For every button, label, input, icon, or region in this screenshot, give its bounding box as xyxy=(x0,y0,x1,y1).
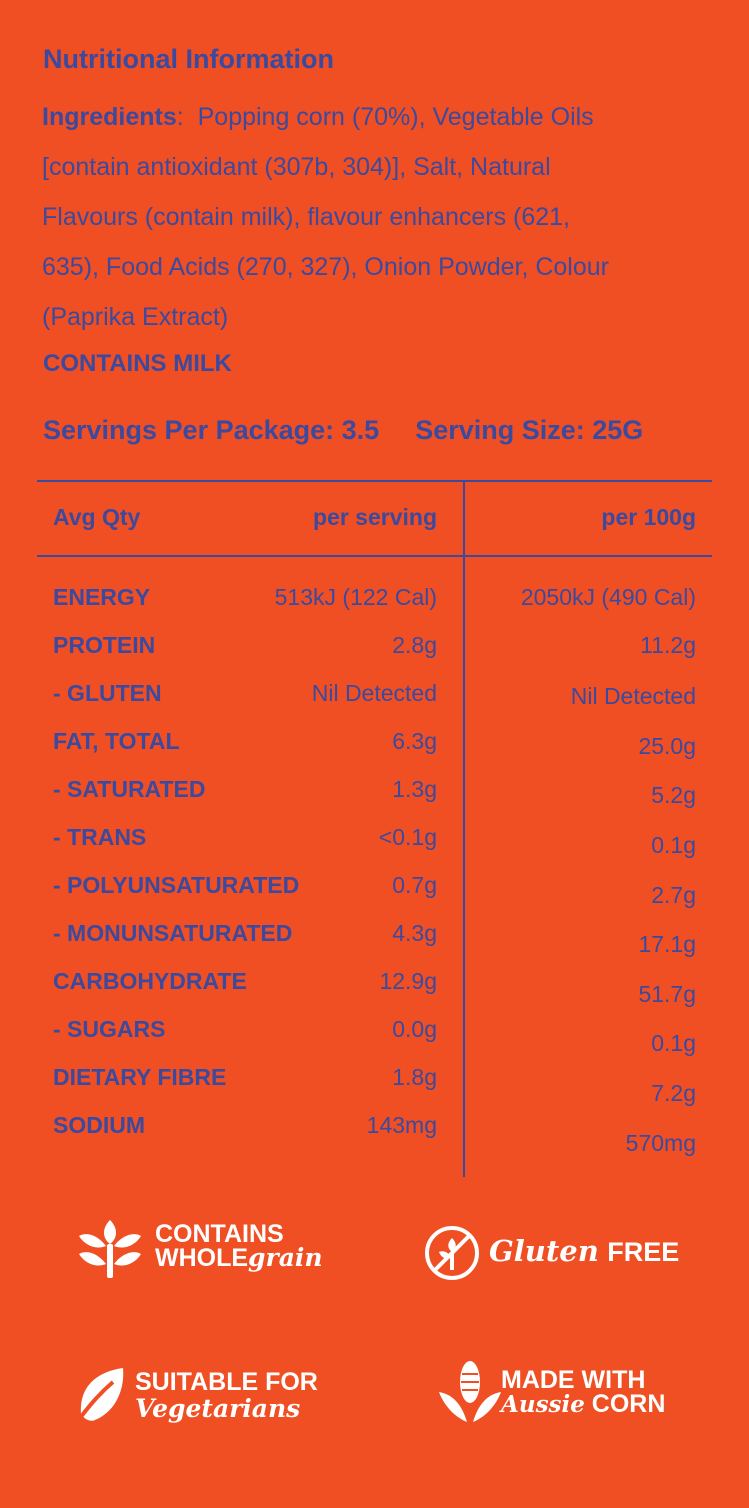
nutrient-name: - TRANS xyxy=(53,824,147,850)
value-per-serving: 2.8g xyxy=(392,632,437,658)
value-per-serving: 6.3g xyxy=(392,728,437,754)
corn-icon xyxy=(439,1361,501,1422)
header-avg-qty: Avg Qty xyxy=(53,504,141,530)
value-per-serving: 143mg xyxy=(366,1112,437,1138)
value-per-100g: 570mg xyxy=(625,1129,696,1156)
nutrient-name: FAT, TOTAL xyxy=(53,728,180,754)
value-per-100g: 2.7g xyxy=(651,881,696,908)
value-per-serving: 4.3g xyxy=(392,920,437,946)
value-per-serving: 0.0g xyxy=(392,1016,437,1042)
serving-size: Serving Size: 25G xyxy=(415,415,644,445)
ingredients-text: Ingredients: Popping corn (70%), Vegetab… xyxy=(42,92,722,342)
header-per-100g: per 100g xyxy=(601,504,696,530)
ingredients-line: 635), Food Acids (270, 327), Onion Powde… xyxy=(42,253,609,281)
page-title: Nutritional Information xyxy=(43,44,334,74)
nutrient-name: SODIUM xyxy=(53,1112,145,1138)
value-per-serving: 0.7g xyxy=(392,872,437,898)
ingredients-line: (Paprika Extract) xyxy=(42,303,229,331)
nutrient-name: - MONUNSATURATED xyxy=(53,920,293,946)
nutrient-name: ENERGY xyxy=(53,584,151,610)
servings-per-package: Servings Per Package: 3.5 xyxy=(43,415,380,445)
nutrient-name: DIETARY FIBRE xyxy=(53,1064,227,1090)
ingredients-line: Ingredients: Popping corn (70%), Vegetab… xyxy=(42,103,594,131)
ingredients-line: Flavours (contain milk), flavour enhance… xyxy=(42,203,571,231)
ingredients-line: [contain antioxidant (307b, 304)], Salt,… xyxy=(42,153,551,181)
table-column-divider xyxy=(463,480,465,1177)
value-per-100g: 0.1g xyxy=(651,1030,696,1057)
value-per-100g: 25.0g xyxy=(638,732,696,759)
table-header-rule xyxy=(37,555,712,557)
value-per-serving: 513kJ (122 Cal) xyxy=(274,584,437,610)
value-per-100g: 17.1g xyxy=(638,931,696,958)
value-per-serving: 12.9g xyxy=(379,968,437,994)
table-top-rule xyxy=(37,480,712,482)
nutrient-name: CARBOHYDRATE xyxy=(53,968,247,994)
servings-info: Servings Per Package: 3.5 Serving Size: 2… xyxy=(43,415,643,446)
nutrient-name: - SATURATED xyxy=(53,776,206,802)
value-per-100g: 11.2g xyxy=(640,632,696,658)
nutrient-name: - SUGARS xyxy=(53,1016,166,1042)
nutrient-name: PROTEIN xyxy=(53,632,156,658)
nutrient-name: - GLUTEN xyxy=(53,680,162,706)
value-per-serving: 1.3g xyxy=(392,776,437,802)
value-per-100g: Nil Detected xyxy=(570,683,696,710)
value-per-serving: 1.8g xyxy=(392,1064,437,1090)
allergen-statement: CONTAINS MILK xyxy=(43,350,232,377)
value-per-100g: 2050kJ (490 Cal) xyxy=(520,584,696,610)
value-per-serving: <0.1g xyxy=(378,824,437,850)
value-per-100g: 51.7g xyxy=(638,980,696,1007)
value-per-100g: 7.2g xyxy=(651,1080,696,1106)
value-per-serving: Nil Detected xyxy=(311,680,437,706)
gluten-free-icon xyxy=(425,1226,479,1280)
leaf-icon xyxy=(75,1368,124,1424)
value-per-100g: 5.2g xyxy=(651,782,696,809)
nutrient-name: - POLYUNSATURATED xyxy=(53,872,300,898)
header-per-serving: per serving xyxy=(313,504,437,530)
wheat-sprout-icon xyxy=(79,1220,141,1278)
ingredients-label: Ingredients xyxy=(42,103,177,131)
value-per-100g: 0.1g xyxy=(651,832,696,858)
